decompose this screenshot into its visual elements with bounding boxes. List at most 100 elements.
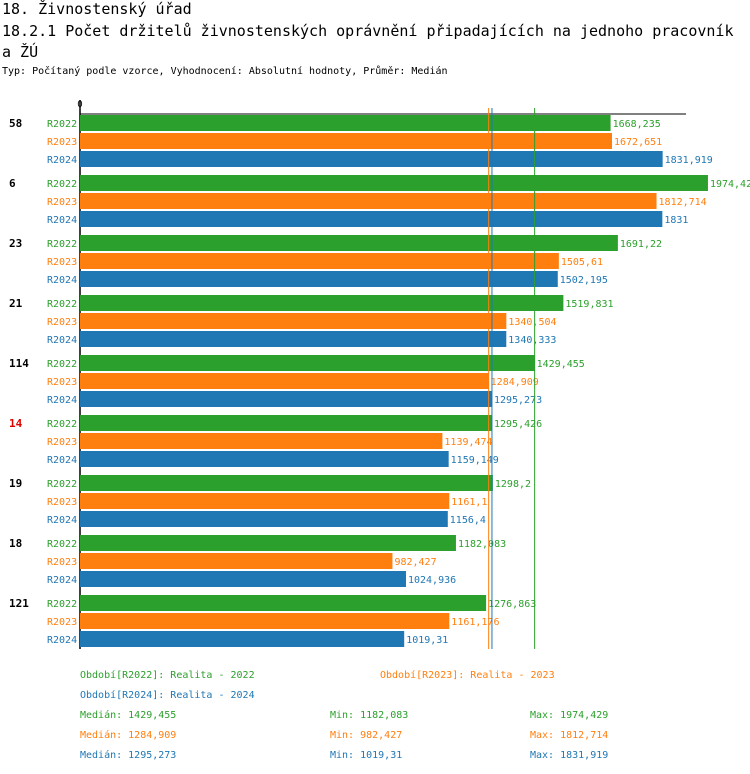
series-label: R2022 — [47, 479, 77, 490]
series-label: R2022 — [47, 359, 77, 370]
stat-median-r2023: Medián: 1284,909 — [80, 730, 177, 741]
data-label: 1974,429 — [710, 179, 750, 190]
bar — [80, 553, 393, 569]
data-label: 1668,235 — [613, 119, 661, 130]
legend-r2023: Období[R2023]: Realita - 2023 — [380, 670, 555, 681]
data-label: 1429,455 — [537, 359, 585, 370]
data-label: 1159,149 — [451, 455, 499, 466]
bar — [80, 415, 493, 431]
chart-subtitle: Typ: Počítaný podle vzorce, Vyhodnocení:… — [2, 66, 448, 77]
stat-median-r2024: Medián: 1295,273 — [80, 750, 177, 761]
bar — [80, 355, 535, 371]
series-label: R2022 — [47, 299, 77, 310]
series-label: R2023 — [47, 497, 77, 508]
data-label: 1139,474 — [444, 437, 492, 448]
group-label: 21 — [9, 297, 23, 310]
bar — [80, 433, 443, 449]
stat-max-r2023: Max: 1812,714 — [530, 730, 609, 741]
series-label: R2022 — [47, 119, 77, 130]
bar — [80, 493, 450, 509]
bar — [80, 451, 449, 467]
series-label: R2024 — [47, 455, 77, 466]
bar — [80, 613, 450, 629]
bar — [80, 595, 487, 611]
series-label: R2024 — [47, 275, 77, 286]
bar — [80, 253, 559, 269]
data-label: 1295,273 — [494, 395, 542, 406]
series-label: R2024 — [47, 575, 77, 586]
data-label: 1019,31 — [406, 635, 448, 646]
series-label: R2023 — [47, 257, 77, 268]
bar — [80, 391, 492, 407]
stat-min-r2024: Min: 1019,31 — [330, 750, 403, 761]
series-label: R2024 — [47, 155, 77, 166]
data-label: 1812,714 — [659, 197, 707, 208]
bar — [80, 475, 493, 491]
data-label: 1161,176 — [451, 617, 499, 628]
data-label: 1156,4 — [450, 515, 486, 526]
series-label: R2023 — [47, 137, 77, 148]
data-label: 1502,195 — [560, 275, 608, 286]
legend-r2024: Období[R2024]: Realita - 2024 — [80, 690, 255, 701]
bar — [80, 373, 489, 389]
bar — [80, 235, 618, 251]
bar — [80, 511, 448, 527]
bar — [80, 175, 708, 191]
series-label: R2022 — [47, 179, 77, 190]
group-label: 121 — [9, 597, 29, 610]
data-label: 1276,863 — [488, 599, 536, 610]
series-label: R2023 — [47, 617, 77, 628]
series-label: R2024 — [47, 635, 77, 646]
data-label: 1672,651 — [614, 137, 662, 148]
bar — [80, 193, 657, 209]
stat-max-r2022: Max: 1974,429 — [530, 710, 609, 721]
bar — [80, 115, 611, 131]
series-label: R2023 — [47, 317, 77, 328]
bar — [80, 331, 507, 347]
data-label: 1831,919 — [665, 155, 713, 166]
data-label: 1340,504 — [508, 317, 556, 328]
bar-chart: 058R20221668,235R20231672,651R20241831,9… — [9, 100, 750, 649]
bar — [80, 295, 564, 311]
stat-min-r2022: Min: 1182,083 — [330, 710, 409, 721]
series-label: R2023 — [47, 437, 77, 448]
stat-median-r2022: Medián: 1429,455 — [80, 710, 177, 721]
chart-title-continued: a ŽÚ — [2, 43, 39, 61]
data-label: 1519,831 — [565, 299, 613, 310]
bar — [80, 133, 612, 149]
data-label: 982,427 — [394, 557, 436, 568]
stat-min-r2023: Min: 982,427 — [330, 730, 403, 741]
series-label: R2023 — [47, 377, 77, 388]
stat-max-r2024: Max: 1831,919 — [530, 750, 609, 761]
group-label: 114 — [9, 357, 29, 370]
bar — [80, 571, 406, 587]
series-label: R2023 — [47, 557, 77, 568]
data-label: 1161,1 — [451, 497, 487, 508]
data-label: 1505,61 — [561, 257, 603, 268]
data-label: 1340,333 — [508, 335, 556, 346]
data-label: 1182,083 — [458, 539, 506, 550]
chart-title: 18.2.1 Počet držitelů živnostenských opr… — [2, 22, 734, 40]
data-label: 1298,2 — [495, 479, 531, 490]
data-label: 1691,22 — [620, 239, 662, 250]
group-label: 23 — [9, 237, 22, 250]
bar — [80, 151, 663, 167]
series-label: R2024 — [47, 215, 77, 226]
data-label: 1295,426 — [494, 419, 542, 430]
group-label: 19 — [9, 477, 22, 490]
section-title: 18. Živnostenský úřad — [2, 0, 192, 18]
series-label: R2024 — [47, 515, 77, 526]
series-label: R2023 — [47, 197, 77, 208]
series-label: R2022 — [47, 419, 77, 430]
series-label: R2024 — [47, 395, 77, 406]
data-label: 1831 — [664, 215, 688, 226]
group-label: 58 — [9, 117, 22, 130]
data-label: 1024,936 — [408, 575, 456, 586]
bar — [80, 631, 405, 647]
bar — [80, 535, 456, 551]
series-label: R2022 — [47, 239, 77, 250]
group-label: 6 — [9, 177, 16, 190]
bar — [80, 271, 558, 287]
group-label: 18 — [9, 537, 22, 550]
bar — [80, 211, 663, 227]
